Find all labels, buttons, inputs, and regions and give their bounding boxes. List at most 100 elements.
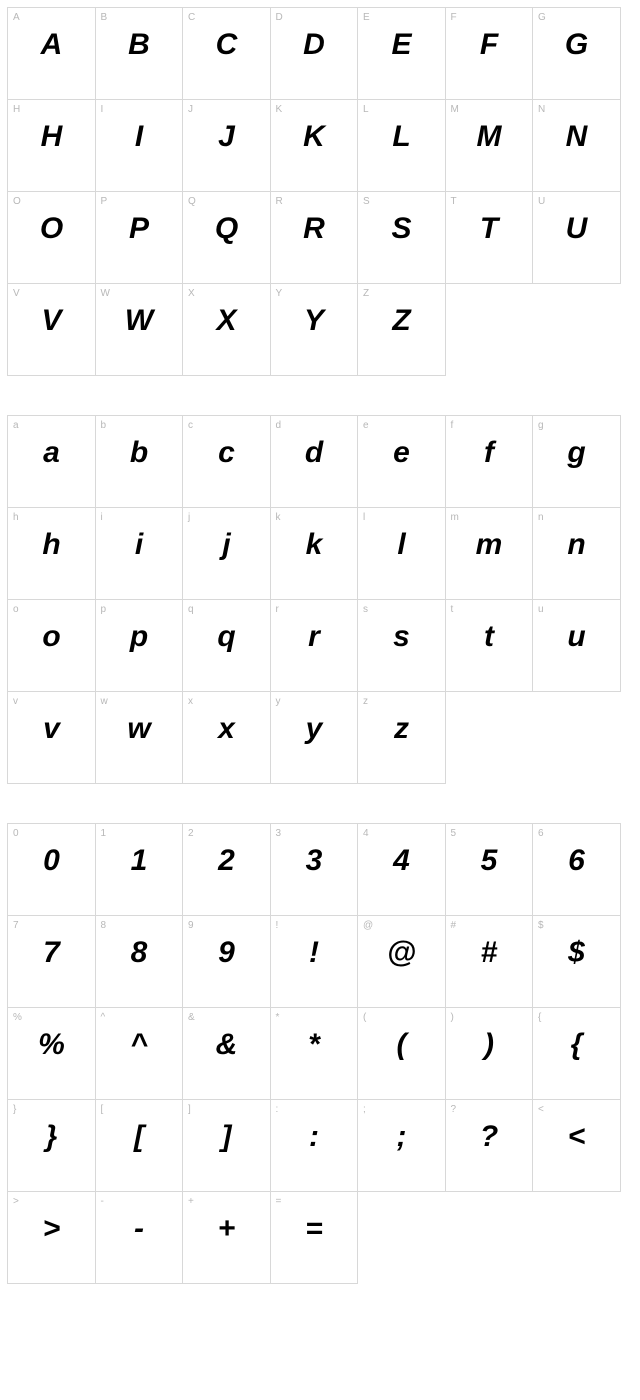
cell-glyph: I [96,122,183,152]
cell-glyph: 2 [183,846,270,876]
cell-label: X [188,288,195,299]
cell-label: { [538,1012,541,1023]
cell-glyph: V [8,306,95,336]
cell-glyph: Y [271,306,358,336]
cell-label: e [363,420,369,431]
glyph-cell: EE [357,7,446,100]
cell-label: Z [363,288,369,299]
glyph-cell: NN [532,99,621,192]
glyph-cell: gg [532,415,621,508]
cell-label: J [188,104,193,115]
cell-label: ? [451,1104,457,1115]
cell-glyph: f [446,438,533,468]
cell-glyph: c [183,438,270,468]
glyph-cell: HH [7,99,96,192]
cell-glyph: 6 [533,846,620,876]
cell-glyph: ; [358,1122,445,1152]
cell-label: x [188,696,193,707]
glyph-cell: }} [7,1099,96,1192]
cell-label: H [13,104,20,115]
cell-label: L [363,104,369,115]
cell-label: S [363,196,370,207]
cell-glyph: n [533,530,620,560]
cell-label: d [276,420,282,431]
glyph-cell: 00 [7,823,96,916]
cell-label: - [101,1196,104,1207]
cell-glyph: m [446,530,533,560]
cell-label: } [13,1104,16,1115]
glyph-cell: bb [95,415,184,508]
cell-label: 0 [13,828,19,839]
cell-glyph: O [8,214,95,244]
cell-label: O [13,196,21,207]
cell-glyph: H [8,122,95,152]
cell-label: s [363,604,368,615]
glyph-cell: ?? [445,1099,534,1192]
cell-glyph: a [8,438,95,468]
glyph-cell: ^^ [95,1007,184,1100]
cell-label: m [451,512,459,523]
cell-label: B [101,12,108,23]
cell-label: a [13,420,19,431]
glyph-cell: ll [357,507,446,600]
cell-label: n [538,512,544,523]
glyph-cell: !! [270,915,359,1008]
glyph-cell: 66 [532,823,621,916]
glyph-cell: 22 [182,823,271,916]
cell-glyph: k [271,530,358,560]
cell-label: * [276,1012,280,1023]
cell-glyph: G [533,30,620,60]
cell-glyph: : [271,1122,358,1152]
cell-label: F [451,12,457,23]
glyph-cell: QQ [182,191,271,284]
cell-label: Y [276,288,283,299]
glyph-cell: ;; [357,1099,446,1192]
glyph-cell: $$ [532,915,621,1008]
glyph-cell: (( [357,1007,446,1100]
cell-label: [ [101,1104,104,1115]
cell-label: : [276,1104,279,1115]
cell-glyph: 8 [96,938,183,968]
cell-glyph: o [8,622,95,652]
cell-glyph: ^ [96,1030,183,1060]
cell-glyph: 3 [271,846,358,876]
glyph-cell: KK [270,99,359,192]
cell-glyph: t [446,622,533,652]
glyph-cell: UU [532,191,621,284]
glyph-cell: 99 [182,915,271,1008]
glyph-cell: ZZ [357,283,446,376]
glyph-cell: GG [532,7,621,100]
cell-label: % [13,1012,22,1023]
cell-glyph: * [271,1030,358,1060]
cell-glyph: % [8,1030,95,1060]
glyph-cell: >> [7,1191,96,1284]
glyph-cell: hh [7,507,96,600]
cell-glyph: > [8,1214,95,1244]
glyph-cell: ee [357,415,446,508]
glyph-cell: 33 [270,823,359,916]
glyph-cell: jj [182,507,271,600]
cell-label: N [538,104,545,115]
cell-glyph: l [358,530,445,560]
cell-label: o [13,604,19,615]
cell-label: U [538,196,545,207]
cell-glyph: { [533,1030,620,1060]
cell-label: 4 [363,828,369,839]
cell-label: p [101,604,107,615]
cell-label: ! [276,920,279,931]
glyph-cell: 77 [7,915,96,1008]
cell-glyph: ( [358,1030,445,1060]
cell-glyph: $ [533,938,620,968]
glyph-cell: ]] [182,1099,271,1192]
cell-label: # [451,920,457,931]
cell-glyph: K [271,122,358,152]
cell-label: Q [188,196,196,207]
cell-label: ( [363,1012,366,1023]
cell-label: ] [188,1104,191,1115]
glyph-cell: :: [270,1099,359,1192]
cell-glyph: h [8,530,95,560]
cell-glyph: + [183,1214,270,1244]
glyph-cell: cc [182,415,271,508]
cell-label: 5 [451,828,457,839]
cell-glyph: p [96,622,183,652]
